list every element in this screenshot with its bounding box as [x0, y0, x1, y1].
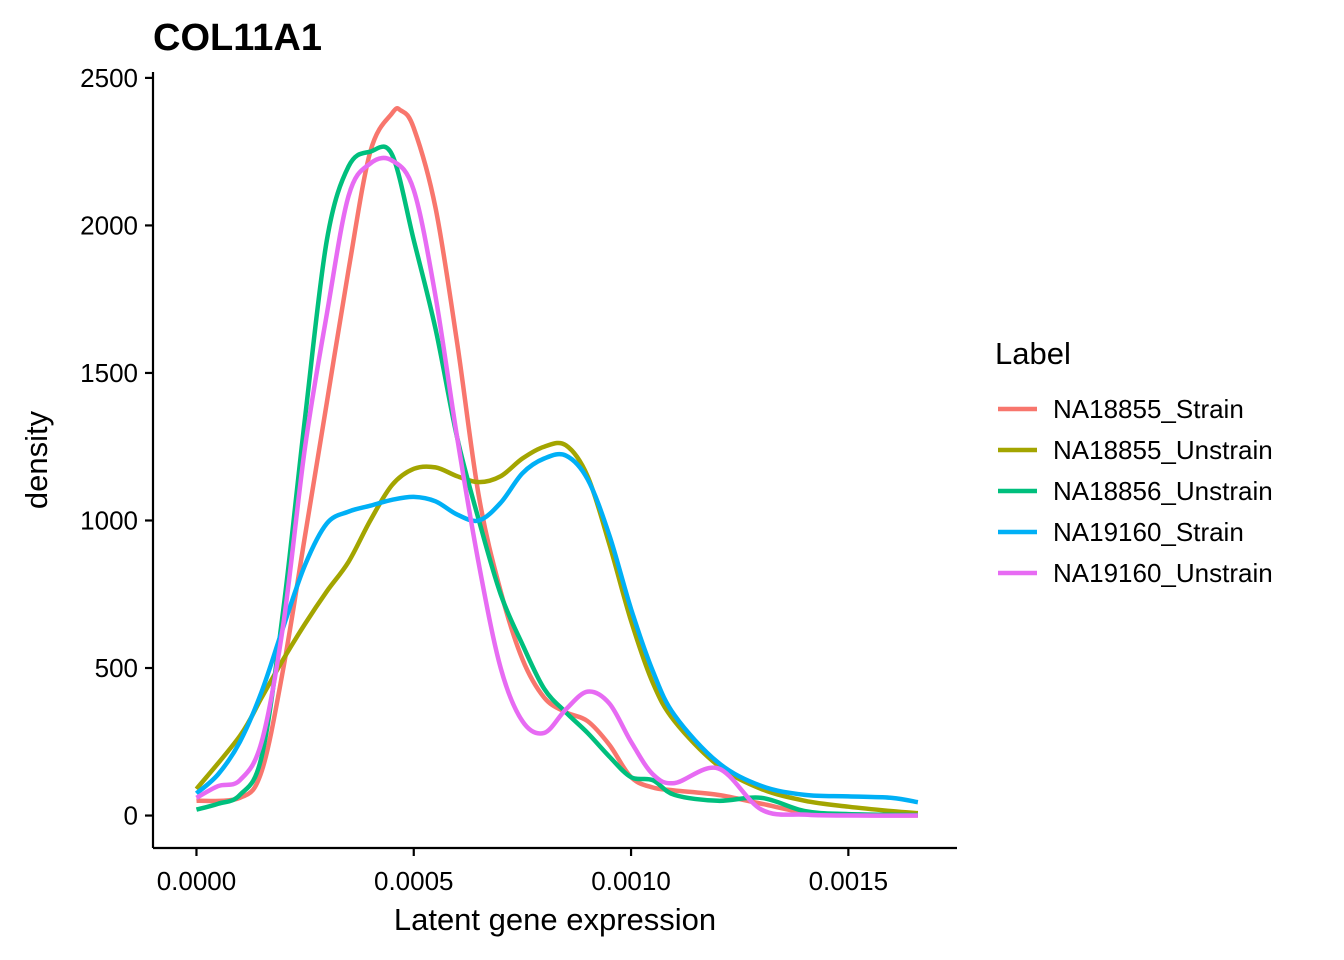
y-tick-label: 0	[124, 801, 138, 831]
legend-label-na18855-unstrain: NA18855_Unstrain	[1053, 435, 1273, 465]
series-line-na18855-unstrain	[194, 440, 919, 816]
legend: Label NA18855_Strain NA18855_Unstrain NA18…	[995, 336, 1273, 588]
legend-label-na18855-strain: NA18855_Strain	[1053, 394, 1244, 424]
x-tick-label: 0.0005	[374, 866, 454, 896]
y-tick-label: 1500	[80, 358, 138, 388]
y-tick-label: 2000	[80, 210, 138, 240]
series-line-na18855-strain	[196, 106, 918, 818]
x-axis-title: Latent gene expression	[394, 902, 716, 937]
y-tick-label: 500	[95, 653, 138, 683]
series-line-na19160-strain	[194, 451, 919, 805]
chart-title: COL11A1	[153, 17, 322, 59]
y-axis: 0 500 1000 1500 2000 2500	[80, 63, 155, 848]
y-tick-label: 2500	[80, 63, 138, 93]
series-line-na19160-unstrain	[195, 155, 918, 818]
x-axis: 0.0000 0.0005 0.0010 0.0015	[153, 846, 957, 896]
x-tick-label: 0.0000	[157, 866, 237, 896]
y-axis-title: density	[19, 410, 54, 509]
legend-label-na19160-strain: NA19160_Strain	[1053, 517, 1244, 547]
legend-label-na19160-unstrain: NA19160_Unstrain	[1053, 558, 1273, 588]
legend-title: Label	[995, 336, 1071, 371]
series-line-na18856-unstrain	[195, 144, 918, 818]
y-tick-label: 1000	[80, 505, 138, 535]
legend-label-na18856-unstrain: NA18856_Unstrain	[1053, 476, 1273, 506]
x-tick-label: 0.0015	[809, 866, 889, 896]
plot-area	[194, 106, 919, 818]
x-tick-label: 0.0010	[591, 866, 671, 896]
